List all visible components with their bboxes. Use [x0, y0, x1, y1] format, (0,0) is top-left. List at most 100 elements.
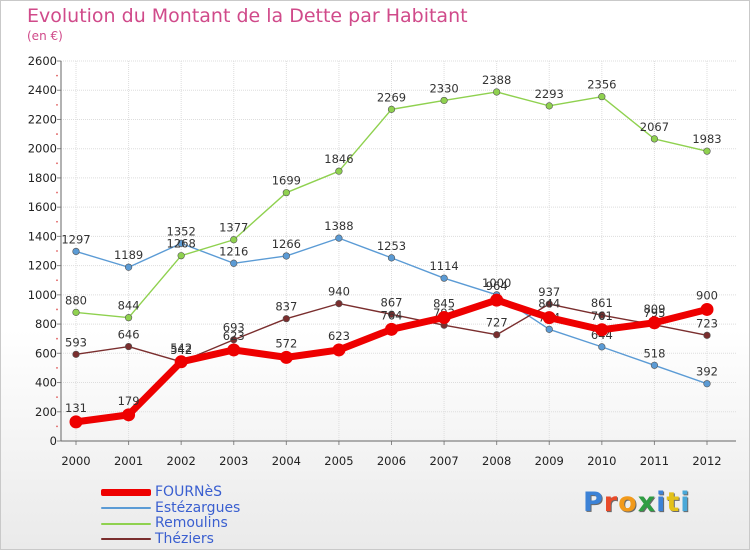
legend-item: Remoulins: [101, 516, 240, 532]
data-label: 764: [381, 308, 403, 322]
data-label: 1699: [272, 174, 301, 188]
data-label: 844: [538, 297, 560, 311]
x-tick-label: 2004: [272, 454, 301, 468]
data-label: 542: [170, 343, 192, 357]
data-label: 795: [643, 306, 665, 320]
minor-tick: [56, 308, 58, 311]
legend-item: Théziers: [101, 530, 240, 548]
data-label: 693: [223, 321, 245, 335]
x-tick-label: 2012: [692, 454, 721, 468]
x-tick-label: 2005: [324, 454, 353, 468]
data-label: 179: [118, 394, 140, 408]
data-point: [490, 293, 504, 307]
data-label: 2330: [429, 81, 458, 95]
data-point: [335, 300, 343, 308]
data-point: [700, 302, 714, 316]
minor-tick: [56, 162, 58, 165]
data-point: [174, 355, 188, 369]
chart-subtitle: (en €): [27, 29, 63, 43]
legend-item: FOURNèS: [101, 485, 240, 501]
data-point: [227, 343, 241, 357]
y-tick-label: 800: [35, 317, 57, 331]
legend-swatch: [101, 489, 151, 497]
data-label: 1377: [219, 221, 248, 235]
data-point: [332, 343, 346, 357]
x-tick-label: 2010: [587, 454, 616, 468]
data-point: [387, 105, 396, 113]
data-label: 723: [696, 316, 718, 330]
data-label: 1268: [167, 237, 196, 251]
data-point: [230, 259, 238, 267]
data-point: [542, 311, 556, 325]
data-point: [69, 415, 83, 429]
legend-label: Théziers: [155, 530, 214, 547]
data-point: [72, 247, 80, 256]
minor-tick: [56, 74, 58, 77]
data-point: [703, 147, 711, 155]
data-label: 572: [275, 336, 297, 350]
data-label: 900: [696, 288, 718, 302]
data-point: [124, 314, 133, 322]
data-point: [387, 254, 396, 262]
data-point: [72, 350, 80, 358]
y-tick-label: 2600: [28, 54, 57, 68]
data-label: 1352: [167, 224, 196, 238]
legend-label: Remoulins: [155, 515, 228, 532]
proxiti-logo: Proxiti: [583, 487, 691, 518]
data-point: [230, 336, 238, 344]
x-tick-label: 2007: [429, 454, 458, 468]
y-tick-label: 400: [35, 376, 57, 390]
data-point: [177, 252, 185, 260]
data-label: 964: [486, 279, 508, 293]
data-point: [703, 331, 711, 339]
x-tick-label: 2011: [640, 454, 669, 468]
data-point: [650, 135, 659, 143]
y-tick-label: 200: [35, 405, 57, 419]
data-point: [387, 310, 396, 318]
data-point: [598, 93, 606, 101]
data-label: 623: [223, 329, 245, 343]
y-tick-label: 0: [50, 434, 57, 448]
data-point: [230, 236, 238, 244]
x-tick-label: 2008: [482, 454, 511, 468]
minor-tick: [56, 367, 58, 369]
minor-tick: [56, 396, 58, 399]
data-point: [493, 88, 501, 96]
data-label: 2356: [587, 78, 616, 92]
data-point: [440, 274, 448, 282]
x-tick-label: 2000: [61, 454, 90, 468]
data-label: 761: [591, 309, 613, 323]
data-label: 1266: [272, 237, 301, 251]
data-label: 518: [643, 346, 665, 360]
data-label: 1000: [482, 276, 511, 290]
data-point: [282, 252, 290, 260]
data-point: [335, 234, 343, 242]
data-label: 845: [433, 297, 455, 311]
data-point: [493, 331, 501, 339]
data-point: [72, 308, 80, 316]
data-label: 542: [170, 341, 192, 355]
legend-swatch: [101, 507, 151, 510]
y-tick-label: 600: [35, 346, 57, 360]
data-point: [282, 189, 290, 197]
data-label: 809: [643, 302, 665, 316]
minor-tick: [56, 220, 58, 223]
data-label: 1189: [114, 248, 143, 262]
data-label: 867: [381, 295, 403, 309]
data-label: 727: [486, 316, 508, 330]
data-label: 1253: [377, 239, 406, 253]
data-point: [122, 408, 136, 422]
x-tick-label: 2009: [535, 454, 564, 468]
data-point: [598, 343, 606, 351]
data-label: 844: [118, 299, 140, 313]
data-point: [124, 342, 133, 351]
data-label: 1114: [429, 259, 458, 273]
y-tick-label: 1800: [28, 171, 57, 185]
y-tick-label: 2000: [28, 142, 57, 156]
x-tick-label: 2001: [114, 454, 143, 468]
legend-label: Estézargues: [155, 499, 241, 516]
data-label: 392: [696, 365, 718, 379]
data-label: 2067: [640, 120, 669, 134]
